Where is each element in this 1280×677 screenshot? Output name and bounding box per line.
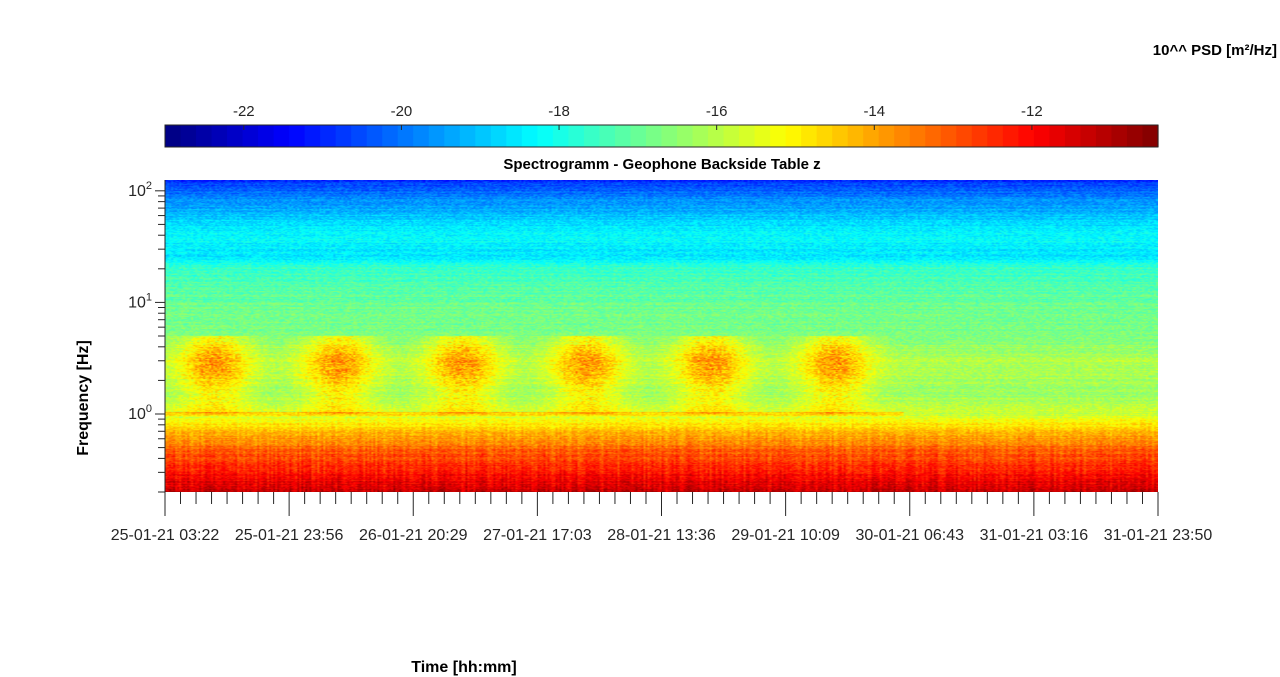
- y-tick-label: 101: [128, 291, 152, 311]
- colorbar-segment: [987, 125, 1004, 147]
- colorbar-segment: [801, 125, 818, 147]
- colorbar-segment: [770, 125, 787, 147]
- colorbar-tick-labels: -22 -20 -18 -16 -14 -12: [233, 103, 1043, 120]
- x-tick-label: 31-01-21 23:50: [1104, 527, 1213, 544]
- colorbar-segment: [599, 125, 616, 147]
- y-axis-label: Frequency [Hz]: [75, 340, 92, 456]
- colorbar-segment: [475, 125, 492, 147]
- colorbar-frame: [164, 124, 1159, 148]
- colorbar-label: 10^^ PSD [m²/Hz]: [1153, 42, 1277, 59]
- colorbar-segment: [351, 125, 368, 147]
- colorbar-segment: [1033, 125, 1050, 147]
- colorbar-segment: [196, 125, 213, 147]
- colorbar-segment: [444, 125, 461, 147]
- colorbar-segment: [878, 125, 895, 147]
- colorbar-tick-label: -14: [863, 103, 885, 120]
- colorbar-segment: [1064, 125, 1082, 147]
- colorbar-segment: [397, 125, 414, 147]
- colorbar-segment: [645, 125, 663, 147]
- colorbar-segment: [273, 125, 290, 147]
- colorbar-segment: [832, 125, 849, 147]
- colorbar-tick-label: -20: [391, 103, 413, 120]
- x-tick-label: 30-01-21 06:43: [855, 527, 964, 544]
- x-tick-label: 31-01-21 03:16: [980, 527, 1089, 544]
- spectrogram-heatmap: [165, 180, 1158, 492]
- colorbar-segment: [909, 125, 926, 147]
- colorbar-segment: [490, 125, 507, 147]
- colorbar-segment: [1002, 125, 1019, 147]
- colorbar-segment: [583, 125, 601, 147]
- x-tick-label: 28-01-21 13:36: [607, 527, 716, 544]
- y-tick-label: 100: [128, 403, 152, 423]
- colorbar-segment: [925, 125, 942, 147]
- colorbar-segment: [227, 125, 244, 147]
- colorbar-tick-label: -18: [548, 103, 570, 120]
- colorbar-segment: [754, 125, 771, 147]
- y-tick-label: 102: [128, 180, 152, 200]
- x-axis: 25-01-21 03:22 25-01-21 23:56 26-01-21 20:…: [111, 492, 1213, 544]
- colorbar-segment: [785, 125, 802, 147]
- colorbar-segment: [537, 125, 554, 147]
- colorbar-tick-label: -22: [233, 103, 255, 120]
- colorbar-segment: [1095, 125, 1113, 147]
- x-tick-label: 27-01-21 17:03: [483, 527, 592, 544]
- colorbar-segment: [708, 125, 725, 147]
- colorbar-segment: [413, 125, 430, 147]
- colorbar-segment: [847, 125, 864, 147]
- colorbar-segment: [1142, 125, 1159, 147]
- colorbar-segment: [568, 125, 585, 147]
- colorbar-segment: [940, 125, 957, 147]
- colorbar-segment: [971, 125, 988, 147]
- colorbar-segment: [459, 125, 476, 147]
- colorbar-segment: [956, 125, 973, 147]
- colorbar-segment: [258, 125, 275, 147]
- colorbar-segment: [723, 125, 740, 147]
- colorbar-segment: [180, 125, 197, 147]
- colorbar-segment: [289, 125, 306, 147]
- colorbar-segment: [1080, 125, 1097, 147]
- colorbar-segment: [661, 125, 678, 147]
- colorbar-segment: [382, 125, 399, 147]
- colorbar-segment: [1126, 125, 1144, 147]
- colorbar-segment: [1111, 125, 1128, 147]
- colorbar-segment: [366, 125, 383, 147]
- x-tick-label: 25-01-21 23:56: [235, 527, 344, 544]
- x-tick-label: 25-01-21 03:22: [111, 527, 220, 544]
- colorbar-segment: [894, 125, 911, 147]
- colorbar-tick-label: -12: [1021, 103, 1043, 120]
- colorbar-segment: [165, 125, 182, 147]
- colorbar: [164, 124, 1159, 148]
- colorbar-segment: [211, 125, 228, 147]
- colorbar-segment: [1018, 125, 1035, 147]
- x-axis-label: Time [hh:mm]: [411, 659, 516, 676]
- colorbar-segment: [863, 125, 880, 147]
- y-axis: 100 101 102: [128, 180, 166, 493]
- colorbar-segment: [506, 125, 523, 147]
- colorbar-segment: [816, 125, 833, 147]
- colorbar-segment: [521, 125, 538, 147]
- colorbar-segment: [1049, 125, 1066, 147]
- colorbar-segment: [677, 125, 694, 147]
- colorbar-segment: [552, 125, 570, 147]
- colorbar-segment: [614, 125, 632, 147]
- colorbar-segment: [428, 125, 445, 147]
- colorbar-segment: [739, 125, 756, 147]
- chart-title: Spectrogramm - Geophone Backside Table z: [503, 156, 820, 173]
- x-tick-label: 29-01-21 10:09: [731, 527, 840, 544]
- colorbar-segment: [320, 125, 337, 147]
- colorbar-segment: [630, 125, 647, 147]
- colorbar-segment: [335, 125, 352, 147]
- colorbar-segment: [692, 125, 709, 147]
- colorbar-segment: [242, 125, 259, 147]
- colorbar-tick-label: -16: [706, 103, 728, 120]
- colorbar-segment: [304, 125, 321, 147]
- x-tick-label: 26-01-21 20:29: [359, 527, 468, 544]
